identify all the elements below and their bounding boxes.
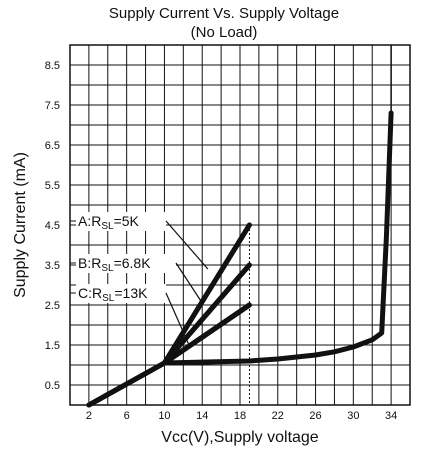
x-tick-label: 22 [272, 410, 284, 422]
x-tick-label: 18 [234, 410, 246, 422]
plot-frame [69, 44, 411, 406]
series-line-5 [161, 262, 252, 366]
series-line-6 [161, 302, 252, 366]
y-tick-label: 1.5 [45, 340, 60, 352]
plot-curves [86, 45, 394, 408]
annotation-label-1: A:RSL=5K [78, 213, 140, 232]
x-tick-label: 10 [158, 410, 170, 422]
y-tick-labels: 0.5 1.5 2.5 3.5 4.5 5.5 6.5 7.5 8.5 [45, 60, 60, 392]
x-tick-label: 34 [385, 410, 397, 422]
annotation-leader-1 [165, 220, 209, 270]
x-axis-label: Vcc(V),Supply voltage [161, 429, 319, 446]
y-tick-label: 4.5 [45, 220, 60, 232]
y-axis-label: Supply Current (mA) [12, 152, 29, 298]
annotation-bg [76, 254, 176, 273]
series-line-7 [86, 110, 394, 408]
x-tick-label: 6 [124, 410, 130, 422]
annotation-leader-3 [165, 292, 190, 346]
series-line-4 [161, 222, 252, 366]
y-tick-label: 0.5 [45, 380, 60, 392]
x-tick-label: 2 [86, 410, 92, 422]
annotation-bg [76, 284, 166, 303]
annotation-bg [76, 212, 166, 231]
y-tick-label: 6.5 [45, 140, 60, 152]
y-tick-label: 8.5 [45, 60, 60, 72]
x-tick-label: 30 [347, 410, 359, 422]
series-line-1 [86, 222, 252, 408]
annotation-label-2: B:RSL=6.8K [78, 255, 151, 274]
annotations: A:RSL=5K B:RSL=6.8K C:RSL=13K [70, 212, 209, 346]
chart-subtitle: (No Load) [191, 24, 258, 41]
y-tick-label: 5.5 [45, 180, 60, 192]
annotation-label-3: C:RSL=13K [78, 285, 148, 304]
y-tick-label: 7.5 [45, 100, 60, 112]
y-tick-label: 2.5 [45, 300, 60, 312]
annotation-leader-2 [175, 262, 203, 304]
x-tick-label: 26 [309, 410, 321, 422]
x-tick-labels: 2 6 10 14 18 22 26 30 34 [86, 410, 397, 422]
chart-title: Supply Current Vs. Supply Voltage [109, 5, 339, 22]
x-tick-label: 14 [196, 410, 208, 422]
y-tick-label: 3.5 [45, 260, 60, 272]
